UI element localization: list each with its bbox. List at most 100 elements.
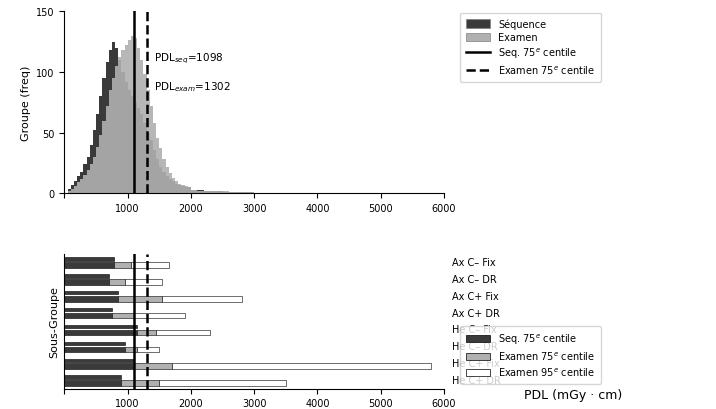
Bar [125, 46, 127, 194]
Bar [100, 136, 102, 194]
Bar [64, 380, 122, 386]
Bar [64, 313, 112, 319]
Bar [210, 191, 216, 194]
Bar [248, 193, 254, 194]
Bar [188, 188, 191, 194]
Bar [67, 189, 71, 194]
Bar [102, 79, 105, 194]
Bar [127, 91, 131, 194]
Text: PDL$_{seq}$=1098: PDL$_{seq}$=1098 [154, 51, 224, 65]
Bar [77, 177, 80, 194]
Bar [147, 91, 150, 194]
Bar [143, 124, 147, 194]
Bar [156, 330, 210, 335]
Bar [191, 190, 198, 194]
Text: Ax C– DR: Ax C– DR [452, 274, 496, 284]
Bar [122, 51, 125, 194]
Bar [64, 263, 114, 268]
Bar [64, 308, 112, 312]
Bar [90, 165, 93, 194]
Bar [105, 107, 109, 194]
Bar [64, 330, 137, 335]
Bar [159, 380, 286, 386]
Bar [64, 347, 125, 353]
Bar [118, 61, 122, 194]
Text: PDL (mGy · cm): PDL (mGy · cm) [523, 388, 622, 401]
Bar [143, 75, 147, 194]
Bar [198, 191, 203, 194]
Bar [156, 160, 159, 194]
Bar [102, 121, 105, 194]
Bar [181, 187, 185, 194]
Bar [131, 263, 169, 268]
Bar [64, 274, 109, 278]
Bar [163, 296, 241, 302]
Bar [125, 279, 163, 285]
Text: He C+ Fix: He C+ Fix [452, 358, 499, 369]
Bar [64, 375, 122, 379]
Bar [64, 258, 114, 261]
Bar [64, 291, 118, 294]
Bar [115, 49, 118, 194]
Y-axis label: Groupe (freq): Groupe (freq) [21, 65, 31, 141]
Bar [80, 180, 83, 194]
Text: PDL$_{exam}$=1302: PDL$_{exam}$=1302 [154, 80, 231, 94]
Bar [150, 141, 153, 194]
Bar [172, 364, 431, 369]
Bar [115, 67, 118, 194]
Bar [87, 157, 90, 194]
Bar [235, 193, 241, 194]
Bar [178, 184, 181, 194]
Bar [112, 43, 115, 194]
Bar [112, 313, 134, 319]
Bar [223, 193, 229, 194]
Bar [203, 191, 210, 194]
Text: He C– Fix: He C– Fix [452, 325, 496, 335]
Bar [114, 263, 131, 268]
Bar [109, 91, 112, 194]
Bar [216, 191, 223, 194]
Bar [64, 359, 134, 362]
Bar [134, 39, 137, 194]
Bar [216, 191, 223, 194]
Bar [159, 149, 163, 194]
Bar [241, 193, 248, 194]
Bar [169, 173, 172, 194]
Bar [71, 189, 74, 194]
Bar [175, 184, 178, 194]
Bar [169, 180, 172, 194]
Bar [100, 97, 102, 194]
Y-axis label: Sous-Groupe: Sous-Groupe [49, 285, 59, 357]
Bar [159, 167, 163, 194]
Bar [112, 79, 115, 194]
Bar [125, 83, 127, 194]
Bar [137, 109, 140, 194]
Bar [74, 187, 77, 194]
Bar [131, 36, 134, 194]
Bar [140, 115, 143, 194]
Bar [67, 191, 71, 194]
Bar [93, 157, 96, 194]
Bar [134, 103, 137, 194]
Bar [93, 131, 96, 194]
Bar [105, 63, 109, 194]
Bar [134, 364, 172, 369]
Bar [109, 279, 125, 285]
Bar [137, 330, 156, 335]
Bar [125, 347, 137, 353]
Bar [191, 190, 198, 194]
Bar [248, 193, 254, 194]
Bar [64, 296, 118, 302]
Bar [122, 73, 125, 194]
Bar [172, 178, 175, 194]
Bar [96, 148, 100, 194]
Bar [165, 177, 169, 194]
Bar [122, 380, 159, 386]
Bar [118, 58, 122, 194]
Bar [235, 193, 241, 194]
Bar [150, 107, 153, 194]
Bar [64, 325, 137, 328]
Bar [96, 115, 100, 194]
Bar [156, 138, 159, 194]
Text: He C– DR: He C– DR [452, 342, 497, 351]
